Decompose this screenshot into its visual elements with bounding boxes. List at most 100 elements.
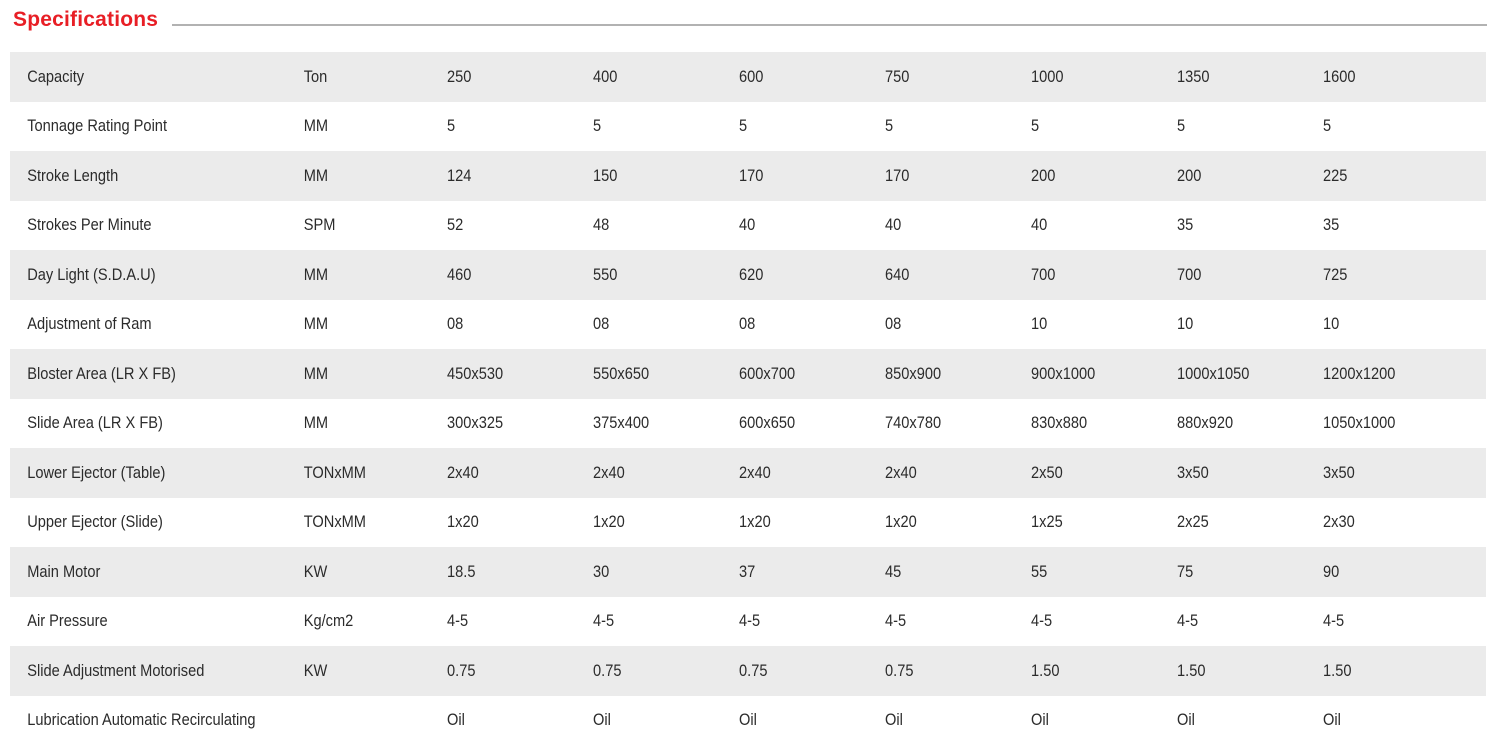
row-value: 5: [593, 116, 602, 136]
row-label: Main Motor: [27, 561, 101, 581]
row-value: 2x30: [1323, 512, 1355, 532]
row-value: 5: [739, 116, 748, 136]
row-label: Upper Ejector (Slide): [27, 512, 163, 532]
row-value: 55: [1031, 561, 1048, 581]
row-value: 450x530: [447, 363, 504, 383]
row-value: 750: [885, 66, 910, 86]
row-value: 5: [885, 116, 894, 136]
row-value: 400: [593, 66, 618, 86]
row-value: 18.5: [447, 561, 476, 581]
row-value: 2x40: [885, 462, 917, 482]
row-value: 5: [1323, 116, 1332, 136]
table-row: Slide Adjustment Motorised KW 0.75 0.75 …: [10, 646, 1486, 696]
row-value: 170: [739, 165, 764, 185]
row-value: 2x25: [1177, 512, 1209, 532]
table-row: Strokes Per Minute SPM 52 48 40 40 40 35…: [10, 201, 1486, 251]
row-value: 1.50: [1323, 660, 1352, 680]
row-label: Day Light (S.D.A.U): [27, 264, 156, 284]
row-value: 10: [1031, 314, 1048, 334]
row-unit: TONxMM: [303, 462, 366, 482]
row-value: 4-5: [739, 611, 761, 631]
row-value: 3x50: [1323, 462, 1355, 482]
row-value: 600: [739, 66, 764, 86]
row-value: 1x25: [1031, 512, 1063, 532]
row-unit: KW: [303, 660, 328, 680]
row-value: 250: [447, 66, 472, 86]
table-row: Tonnage Rating Point MM 5 5 5 5 5 5 5: [10, 102, 1486, 152]
row-value: 08: [447, 314, 464, 334]
row-label: Tonnage Rating Point: [27, 116, 168, 136]
row-value: 1.50: [1031, 660, 1060, 680]
row-value: 08: [739, 314, 756, 334]
row-value: Oil: [1031, 710, 1049, 730]
row-value: 620: [739, 264, 764, 284]
row-value: 225: [1323, 165, 1348, 185]
row-label: Lubrication Automatic Recirculating: [27, 710, 256, 730]
row-label: Stroke Length: [27, 165, 119, 185]
row-label: Air Pressure: [27, 611, 108, 631]
row-unit: MM: [303, 314, 329, 334]
row-value: 5: [447, 116, 456, 136]
row-value: 900x1000: [1031, 363, 1096, 383]
row-value: 0.75: [739, 660, 768, 680]
table-row: Adjustment of Ram MM 08 08 08 08 10 10 1…: [10, 300, 1486, 350]
row-value: 170: [885, 165, 910, 185]
row-value: 40: [739, 215, 756, 235]
row-label: Lower Ejector (Table): [27, 462, 166, 482]
row-value: Oil: [1177, 710, 1195, 730]
row-value: 2x40: [593, 462, 625, 482]
row-unit: SPM: [303, 215, 336, 235]
row-unit: MM: [303, 363, 329, 383]
row-value: 880x920: [1177, 413, 1234, 433]
table-row: Bloster Area (LR X FB) MM 450x530 550x65…: [10, 349, 1486, 399]
row-value: 1200x1200: [1323, 363, 1396, 383]
row-value: 0.75: [593, 660, 622, 680]
row-value: Oil: [1323, 710, 1341, 730]
row-value: 75: [1177, 561, 1194, 581]
row-value: 1x20: [739, 512, 771, 532]
row-label: Bloster Area (LR X FB): [27, 363, 176, 383]
row-value: 700: [1031, 264, 1056, 284]
table-row: Lubrication Automatic Recirculating Oil …: [10, 696, 1486, 746]
row-value: 1000: [1031, 66, 1064, 86]
table-row: Main Motor KW 18.5 30 37 45 55 75 90: [10, 547, 1486, 597]
row-value: 1x20: [885, 512, 917, 532]
row-value: 48: [593, 215, 610, 235]
row-value: 45: [885, 561, 902, 581]
row-value: 30: [593, 561, 610, 581]
row-label: Slide Adjustment Motorised: [27, 660, 205, 680]
row-label: Slide Area (LR X FB): [27, 413, 163, 433]
row-value: 1x20: [593, 512, 625, 532]
row-value: 600x700: [739, 363, 796, 383]
row-value: 550: [593, 264, 618, 284]
row-value: 4-5: [1323, 611, 1345, 631]
row-unit: Kg/cm2: [303, 611, 354, 631]
row-value: 1x20: [447, 512, 479, 532]
row-value: 150: [593, 165, 618, 185]
row-unit: Ton: [303, 66, 328, 86]
row-label: Adjustment of Ram: [27, 314, 152, 334]
row-value: 300x325: [447, 413, 504, 433]
row-value: Oil: [885, 710, 903, 730]
row-value: Oil: [593, 710, 611, 730]
table-row: Capacity Ton 250 400 600 750 1000 1350 1…: [10, 52, 1486, 102]
table-row: Day Light (S.D.A.U) MM 460 550 620 640 7…: [10, 250, 1486, 300]
row-value: 37: [739, 561, 756, 581]
row-value: 2x40: [739, 462, 771, 482]
header-rule: [172, 24, 1487, 26]
table-row: Air Pressure Kg/cm2 4-5 4-5 4-5 4-5 4-5 …: [10, 597, 1486, 647]
row-value: 200: [1177, 165, 1202, 185]
row-value: 1350: [1177, 66, 1210, 86]
row-value: 3x50: [1177, 462, 1209, 482]
row-unit: KW: [303, 561, 328, 581]
row-value: 35: [1177, 215, 1194, 235]
row-value: 5: [1177, 116, 1186, 136]
table-row: Slide Area (LR X FB) MM 300x325 375x400 …: [10, 399, 1486, 449]
row-value: 830x880: [1031, 413, 1088, 433]
row-value: Oil: [739, 710, 757, 730]
row-value: 200: [1031, 165, 1056, 185]
row-value: 375x400: [593, 413, 650, 433]
row-value: 90: [1323, 561, 1340, 581]
table-row: Upper Ejector (Slide) TONxMM 1x20 1x20 1…: [10, 498, 1486, 548]
